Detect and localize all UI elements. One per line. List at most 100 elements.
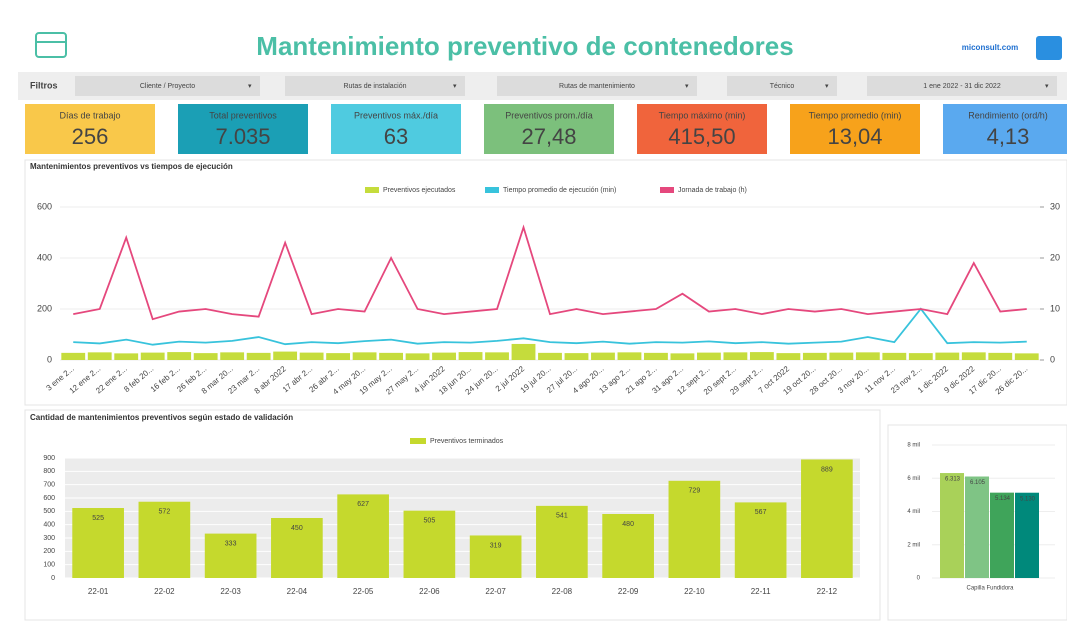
filter-dropdown[interactable] [285, 76, 465, 96]
dropdown-arrow: ▾ [825, 83, 829, 90]
bar [379, 352, 403, 360]
bar [72, 508, 124, 578]
legend-label: Preventivos terminados [430, 438, 504, 445]
filter-dropdown[interactable] [75, 76, 260, 96]
kpi-label: Total preventivos [209, 110, 277, 120]
kpi-card [790, 104, 920, 154]
y-tick-label: 900 [43, 455, 55, 462]
bar [1014, 353, 1039, 360]
monthly-title: Cantidad de mantenimientos preventivos s… [30, 413, 293, 422]
legend-swatch [365, 187, 379, 193]
value-label: 333 [225, 540, 237, 547]
x-tick-label: 22-03 [220, 587, 241, 596]
x-tick-label: 22-08 [552, 587, 573, 596]
kpi-label: Preventivos prom./día [505, 110, 593, 120]
value-label: 5.134 [995, 496, 1011, 502]
bar [299, 352, 324, 360]
filter-dropdown[interactable] [497, 76, 697, 96]
value-label: 567 [755, 509, 767, 516]
y-tick-label: 0 [47, 354, 52, 364]
bar [749, 352, 774, 360]
filter-text: Rutas de mantenimiento [559, 83, 635, 90]
bar [723, 352, 748, 360]
bar [432, 352, 456, 360]
filter-label: Filtros [30, 80, 58, 90]
bar [405, 353, 430, 360]
bar [801, 459, 853, 578]
bar [940, 473, 964, 578]
filter-text: Cliente / Proyecto [140, 83, 195, 90]
x-tick-label: 22-04 [287, 587, 308, 596]
y2-tick-label: 20 [1050, 252, 1060, 262]
value-label: 572 [159, 509, 171, 516]
bar [273, 351, 298, 360]
kpi-label: Tiempo máximo (min) [659, 110, 746, 120]
bar [61, 352, 86, 360]
kpi-value: 7.035 [215, 124, 270, 149]
x-tick-label: 22-11 [751, 587, 771, 596]
y-tick-label: 400 [43, 522, 55, 529]
value-label: 450 [291, 525, 303, 532]
dropdown-arrow: ▾ [1045, 83, 1049, 90]
x-tick-label: 22-12 [817, 587, 838, 596]
bar [167, 352, 192, 360]
timeline-panel [24, 159, 1067, 406]
x-tick-label: 22-09 [618, 587, 639, 596]
bar [882, 352, 907, 360]
brand: miconsult.com [962, 43, 1018, 52]
bar [855, 352, 880, 360]
kpi-label: Preventivos máx./día [354, 110, 438, 120]
y-tick-label: 800 [43, 468, 55, 475]
bar [802, 352, 827, 360]
y-tick-label: 400 [37, 252, 52, 262]
value-label: 729 [689, 488, 701, 495]
legend-label: Preventivos ejecutados [383, 187, 456, 194]
menu-frame[interactable] [35, 32, 67, 58]
bar [352, 352, 377, 360]
y-tick-label: 500 [43, 508, 55, 515]
kpi-label: Rendimiento (ord/h) [968, 110, 1048, 120]
dropdown-arrow: ▾ [685, 83, 689, 90]
value-label: 5.130 [1020, 496, 1036, 502]
series-line [73, 224, 1027, 321]
kpi-label: Tiempo promedio (min) [809, 110, 902, 120]
legend-swatch [660, 187, 674, 193]
x-tick-label: 22-05 [353, 587, 374, 596]
kpi-value: 415,50 [668, 124, 735, 149]
bar [114, 353, 139, 360]
filter-text: Rutas de instalación [343, 83, 406, 90]
menu-icon[interactable] [35, 32, 67, 58]
bar [908, 353, 933, 360]
value-label: 6.313 [945, 477, 961, 483]
bar [935, 352, 960, 360]
filter-text: 1 ene 2022 - 31 dic 2022 [923, 83, 1001, 90]
kpi-value: 256 [72, 124, 109, 149]
x-tick-label: 22-07 [485, 587, 506, 596]
bar [961, 352, 986, 360]
kpi-value: 63 [384, 124, 408, 149]
plot-area [65, 458, 860, 578]
bar [988, 352, 1013, 360]
filter-dropdown[interactable] [867, 76, 1057, 96]
value-label: 319 [490, 542, 502, 549]
y-tick-label: 600 [37, 201, 52, 211]
bar [220, 352, 245, 360]
bar [965, 476, 989, 578]
kpi-card [637, 104, 767, 154]
bar [536, 505, 588, 578]
x-tick-label: 22-01 [88, 587, 109, 596]
value-label: 889 [821, 466, 833, 473]
filter-dropdown[interactable] [727, 76, 837, 96]
value-label: 541 [556, 513, 568, 520]
series-line [73, 307, 1027, 346]
bar [538, 352, 562, 360]
kpi-value: 4,13 [987, 124, 1030, 149]
kpi-card [25, 104, 155, 154]
y-tick-label: 4 mil [907, 509, 920, 515]
legend-label: Tiempo promedio de ejecución (min) [503, 187, 616, 194]
bar [458, 352, 483, 360]
y-tick-label: 2 mil [907, 542, 920, 548]
y-tick-label: 200 [37, 303, 52, 313]
